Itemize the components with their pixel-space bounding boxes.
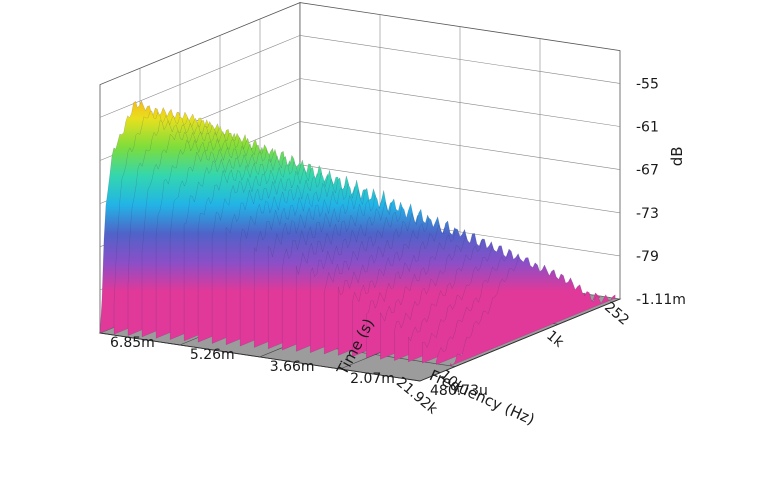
frequency-tick-label: 1k [543,328,567,352]
time-tick-label: 480.73u [430,383,488,399]
level-tick-label: -55 [636,76,659,92]
chart-surface [99,100,616,367]
level-tick-label: -73 [636,206,659,222]
wall-gridline-level [99,35,621,118]
time-tick-label: 6.85m [110,335,155,351]
time-axis-line [419,298,621,382]
level-tick-label: -61 [636,120,659,136]
level-tick-label: -1.11m [636,292,686,308]
time-tick-label: 2.07m [350,371,395,387]
level-tick-label: -67 [636,163,659,179]
level-tick-label: -79 [636,249,659,265]
frequency-front-edge [99,332,421,382]
level-axis-title: dB [668,146,686,166]
surface-slice [450,256,616,367]
time-tick-label: 5.26m [190,347,235,363]
time-tick-label: 3.66m [270,359,315,375]
